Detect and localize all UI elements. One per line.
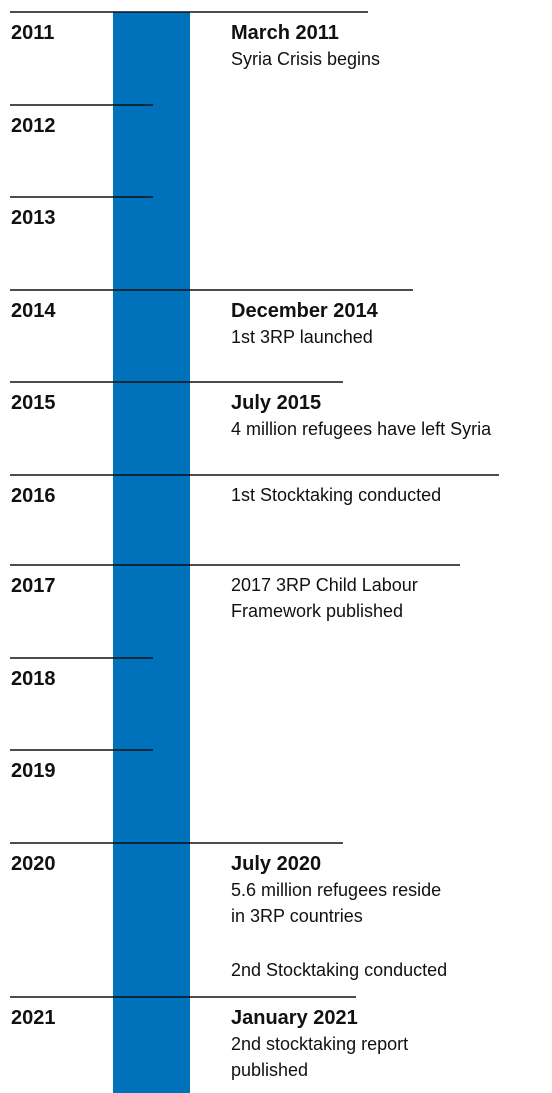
event-text: 2017 3RP Child Labour [231,575,418,595]
event-text: 1st 3RP launched [231,327,373,347]
year-label: 2011 [11,22,54,44]
year-label: 2014 [11,300,56,322]
year-label: 2012 [11,115,56,137]
year-label: 2019 [11,760,56,782]
year-label: 2015 [11,392,56,414]
event-title: December 2014 [231,300,379,322]
event-title: July 2015 [231,392,321,414]
year-label: 2021 [11,1007,56,1029]
event-text: published [231,1060,308,1080]
year-label: 2016 [11,485,56,507]
year-label: 2017 [11,575,56,597]
year-label: 2013 [11,207,56,229]
event-text: 2nd Stocktaking conducted [231,960,447,980]
event-title: January 2021 [231,1007,358,1029]
event-title: July 2020 [231,853,321,875]
event-text: 1st Stocktaking conducted [231,485,441,505]
event-title: March 2011 [231,22,339,44]
year-label: 2018 [11,668,56,690]
event-text: Syria Crisis begins [231,49,380,69]
event-text: Framework published [231,601,403,621]
timeline-bar [113,12,190,1093]
year-label: 2020 [11,853,56,875]
event-text: 5.6 million refugees reside [231,880,441,900]
event-text: 2nd stocktaking report [231,1034,408,1054]
event-text: in 3RP countries [231,906,363,926]
event-text: 4 million refugees have left Syria [231,419,492,439]
